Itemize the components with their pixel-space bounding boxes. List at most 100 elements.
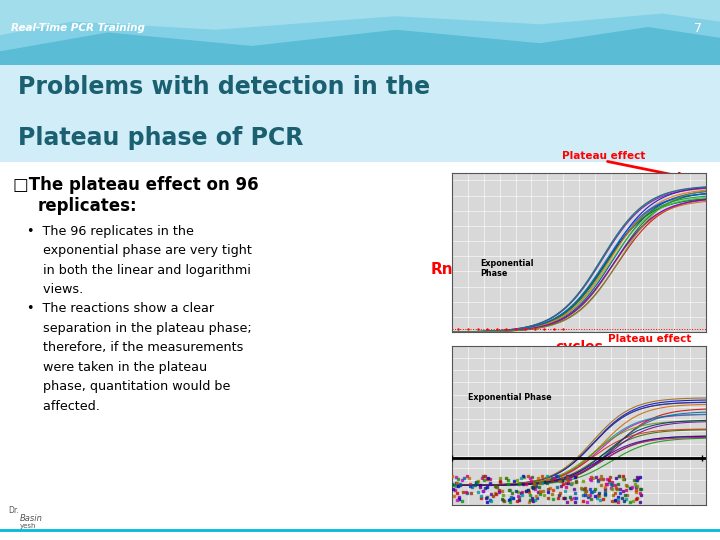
Point bbox=[537, 487, 549, 495]
Point bbox=[511, 475, 523, 484]
Point bbox=[532, 488, 544, 497]
Point bbox=[516, 489, 527, 497]
Point bbox=[557, 475, 568, 484]
Point bbox=[550, 472, 562, 481]
Point bbox=[526, 472, 538, 481]
Point bbox=[618, 491, 630, 500]
Text: •  The 96 replicates in the: • The 96 replicates in the bbox=[27, 225, 194, 238]
Point bbox=[630, 476, 642, 484]
Point bbox=[499, 497, 510, 505]
Point bbox=[513, 496, 525, 505]
Point bbox=[612, 493, 624, 502]
Point bbox=[456, 476, 468, 484]
Text: 7: 7 bbox=[694, 22, 702, 35]
Point bbox=[618, 472, 629, 481]
Point bbox=[570, 472, 582, 481]
Point bbox=[582, 497, 593, 506]
Point bbox=[523, 487, 534, 496]
Point bbox=[551, 483, 562, 492]
Point bbox=[603, 476, 615, 485]
Point bbox=[559, 487, 571, 496]
Point bbox=[561, 471, 572, 480]
Point bbox=[595, 481, 606, 490]
Point bbox=[613, 471, 624, 480]
Point bbox=[600, 491, 611, 500]
Point bbox=[545, 483, 557, 492]
Point bbox=[621, 495, 632, 503]
Point bbox=[634, 498, 646, 507]
Point bbox=[530, 496, 541, 504]
Point bbox=[447, 484, 459, 493]
Point bbox=[554, 491, 565, 500]
Point bbox=[478, 476, 490, 484]
Point bbox=[451, 489, 463, 498]
Point bbox=[474, 481, 485, 489]
Text: Real-Time PCR Training: Real-Time PCR Training bbox=[11, 23, 145, 33]
Point bbox=[462, 489, 473, 497]
Point bbox=[631, 473, 643, 482]
Point bbox=[518, 473, 530, 482]
Point bbox=[606, 481, 618, 489]
FancyBboxPatch shape bbox=[0, 65, 720, 540]
Point bbox=[582, 490, 594, 499]
Point bbox=[531, 492, 542, 501]
Point bbox=[582, 492, 593, 501]
Point bbox=[534, 490, 546, 498]
Point bbox=[534, 478, 546, 487]
Point bbox=[493, 487, 505, 496]
Point bbox=[477, 487, 489, 495]
Point bbox=[485, 489, 497, 498]
Point bbox=[560, 478, 572, 487]
Point bbox=[452, 482, 464, 490]
FancyBboxPatch shape bbox=[0, 65, 720, 162]
Point bbox=[539, 477, 551, 486]
Point bbox=[516, 487, 528, 496]
Point bbox=[463, 474, 474, 482]
Point bbox=[632, 474, 644, 482]
Point bbox=[588, 487, 600, 496]
Point bbox=[583, 491, 595, 500]
Point bbox=[621, 482, 633, 491]
Point bbox=[525, 477, 536, 485]
Point bbox=[609, 496, 621, 505]
Point bbox=[481, 482, 492, 491]
Point bbox=[616, 494, 628, 502]
Point bbox=[518, 480, 529, 489]
Text: Problems with detection in the: Problems with detection in the bbox=[18, 76, 430, 99]
Point bbox=[601, 480, 613, 489]
Point bbox=[552, 471, 564, 480]
Polygon shape bbox=[0, 0, 720, 65]
Point bbox=[621, 490, 632, 499]
Point bbox=[624, 484, 636, 492]
Point bbox=[523, 497, 534, 506]
Point bbox=[482, 497, 493, 506]
Point bbox=[565, 480, 577, 488]
Point bbox=[589, 484, 600, 493]
Point bbox=[599, 484, 611, 493]
Text: phase, quantitation would be: phase, quantitation would be bbox=[27, 380, 230, 393]
Point bbox=[624, 497, 636, 506]
Point bbox=[599, 483, 611, 491]
Point bbox=[470, 478, 482, 487]
Point bbox=[613, 471, 625, 480]
Point bbox=[564, 494, 576, 503]
Point bbox=[604, 473, 616, 482]
Point bbox=[552, 494, 564, 502]
Point bbox=[585, 488, 597, 496]
Point bbox=[575, 484, 586, 492]
Point bbox=[595, 472, 607, 481]
Point bbox=[503, 496, 515, 504]
Point bbox=[561, 473, 572, 482]
Point bbox=[446, 480, 458, 488]
Point bbox=[584, 484, 595, 493]
Point bbox=[584, 475, 595, 483]
Point bbox=[594, 475, 606, 484]
Text: in both the linear and logarithmi: in both the linear and logarithmi bbox=[27, 264, 251, 276]
Point bbox=[496, 487, 508, 495]
Point bbox=[449, 492, 460, 501]
Text: Plateau effect: Plateau effect bbox=[562, 151, 645, 160]
Point bbox=[472, 488, 484, 497]
Point bbox=[507, 494, 518, 502]
Point bbox=[469, 481, 481, 490]
Point bbox=[497, 495, 508, 504]
